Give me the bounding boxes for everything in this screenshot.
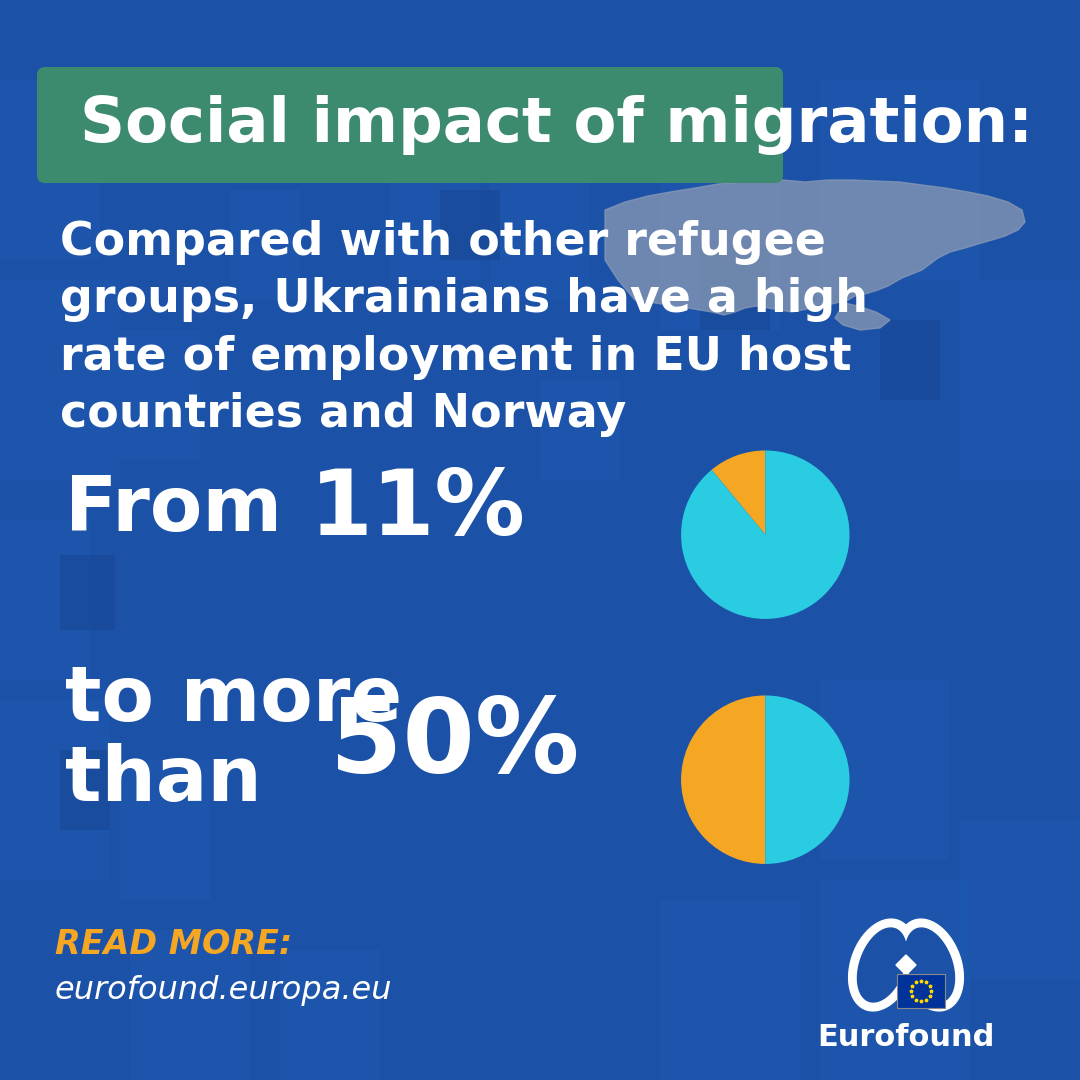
Bar [280, 950, 380, 1080]
Text: eurofound.europa.eu: eurofound.europa.eu [55, 974, 392, 1005]
Text: to more: to more [65, 663, 402, 737]
Bar [660, 900, 800, 1080]
Polygon shape [896, 919, 963, 1011]
Polygon shape [858, 928, 906, 1002]
Bar [120, 760, 210, 900]
Polygon shape [896, 955, 916, 975]
Bar [60, 555, 114, 630]
Bar [880, 320, 940, 400]
Bar [820, 880, 970, 1080]
Polygon shape [905, 928, 955, 1002]
Wedge shape [681, 696, 766, 864]
Wedge shape [712, 450, 766, 535]
Bar [960, 820, 1080, 980]
Text: 50%: 50% [330, 694, 579, 796]
Text: Eurofound: Eurofound [818, 1024, 995, 1053]
Text: Compared with other refugee
groups, Ukrainians have a high
rate of employment in: Compared with other refugee groups, Ukra… [60, 220, 868, 436]
Wedge shape [766, 696, 850, 864]
Bar [120, 330, 200, 460]
Polygon shape [835, 302, 890, 330]
Bar [540, 380, 620, 480]
Bar [700, 240, 770, 330]
Polygon shape [605, 180, 1025, 315]
Bar [897, 974, 945, 1008]
Bar [820, 680, 950, 860]
Text: than: than [65, 743, 261, 816]
Bar [0, 519, 90, 680]
Bar [0, 80, 100, 260]
Bar [390, 160, 480, 280]
Bar [60, 750, 110, 831]
Bar [490, 160, 590, 300]
Wedge shape [681, 450, 850, 619]
Text: Social impact of migration:: Social impact of migration: [80, 95, 1034, 156]
Bar [960, 280, 1080, 480]
Polygon shape [849, 919, 916, 1011]
FancyBboxPatch shape [37, 67, 783, 183]
Bar [130, 930, 249, 1080]
Bar [0, 700, 110, 880]
Text: 11%: 11% [310, 465, 526, 554]
Text: READ MORE:: READ MORE: [55, 929, 293, 961]
Text: From: From [65, 473, 282, 546]
Bar [0, 280, 120, 480]
Bar [660, 170, 780, 330]
Bar [820, 80, 980, 280]
Bar [440, 190, 500, 260]
Bar [230, 190, 300, 300]
